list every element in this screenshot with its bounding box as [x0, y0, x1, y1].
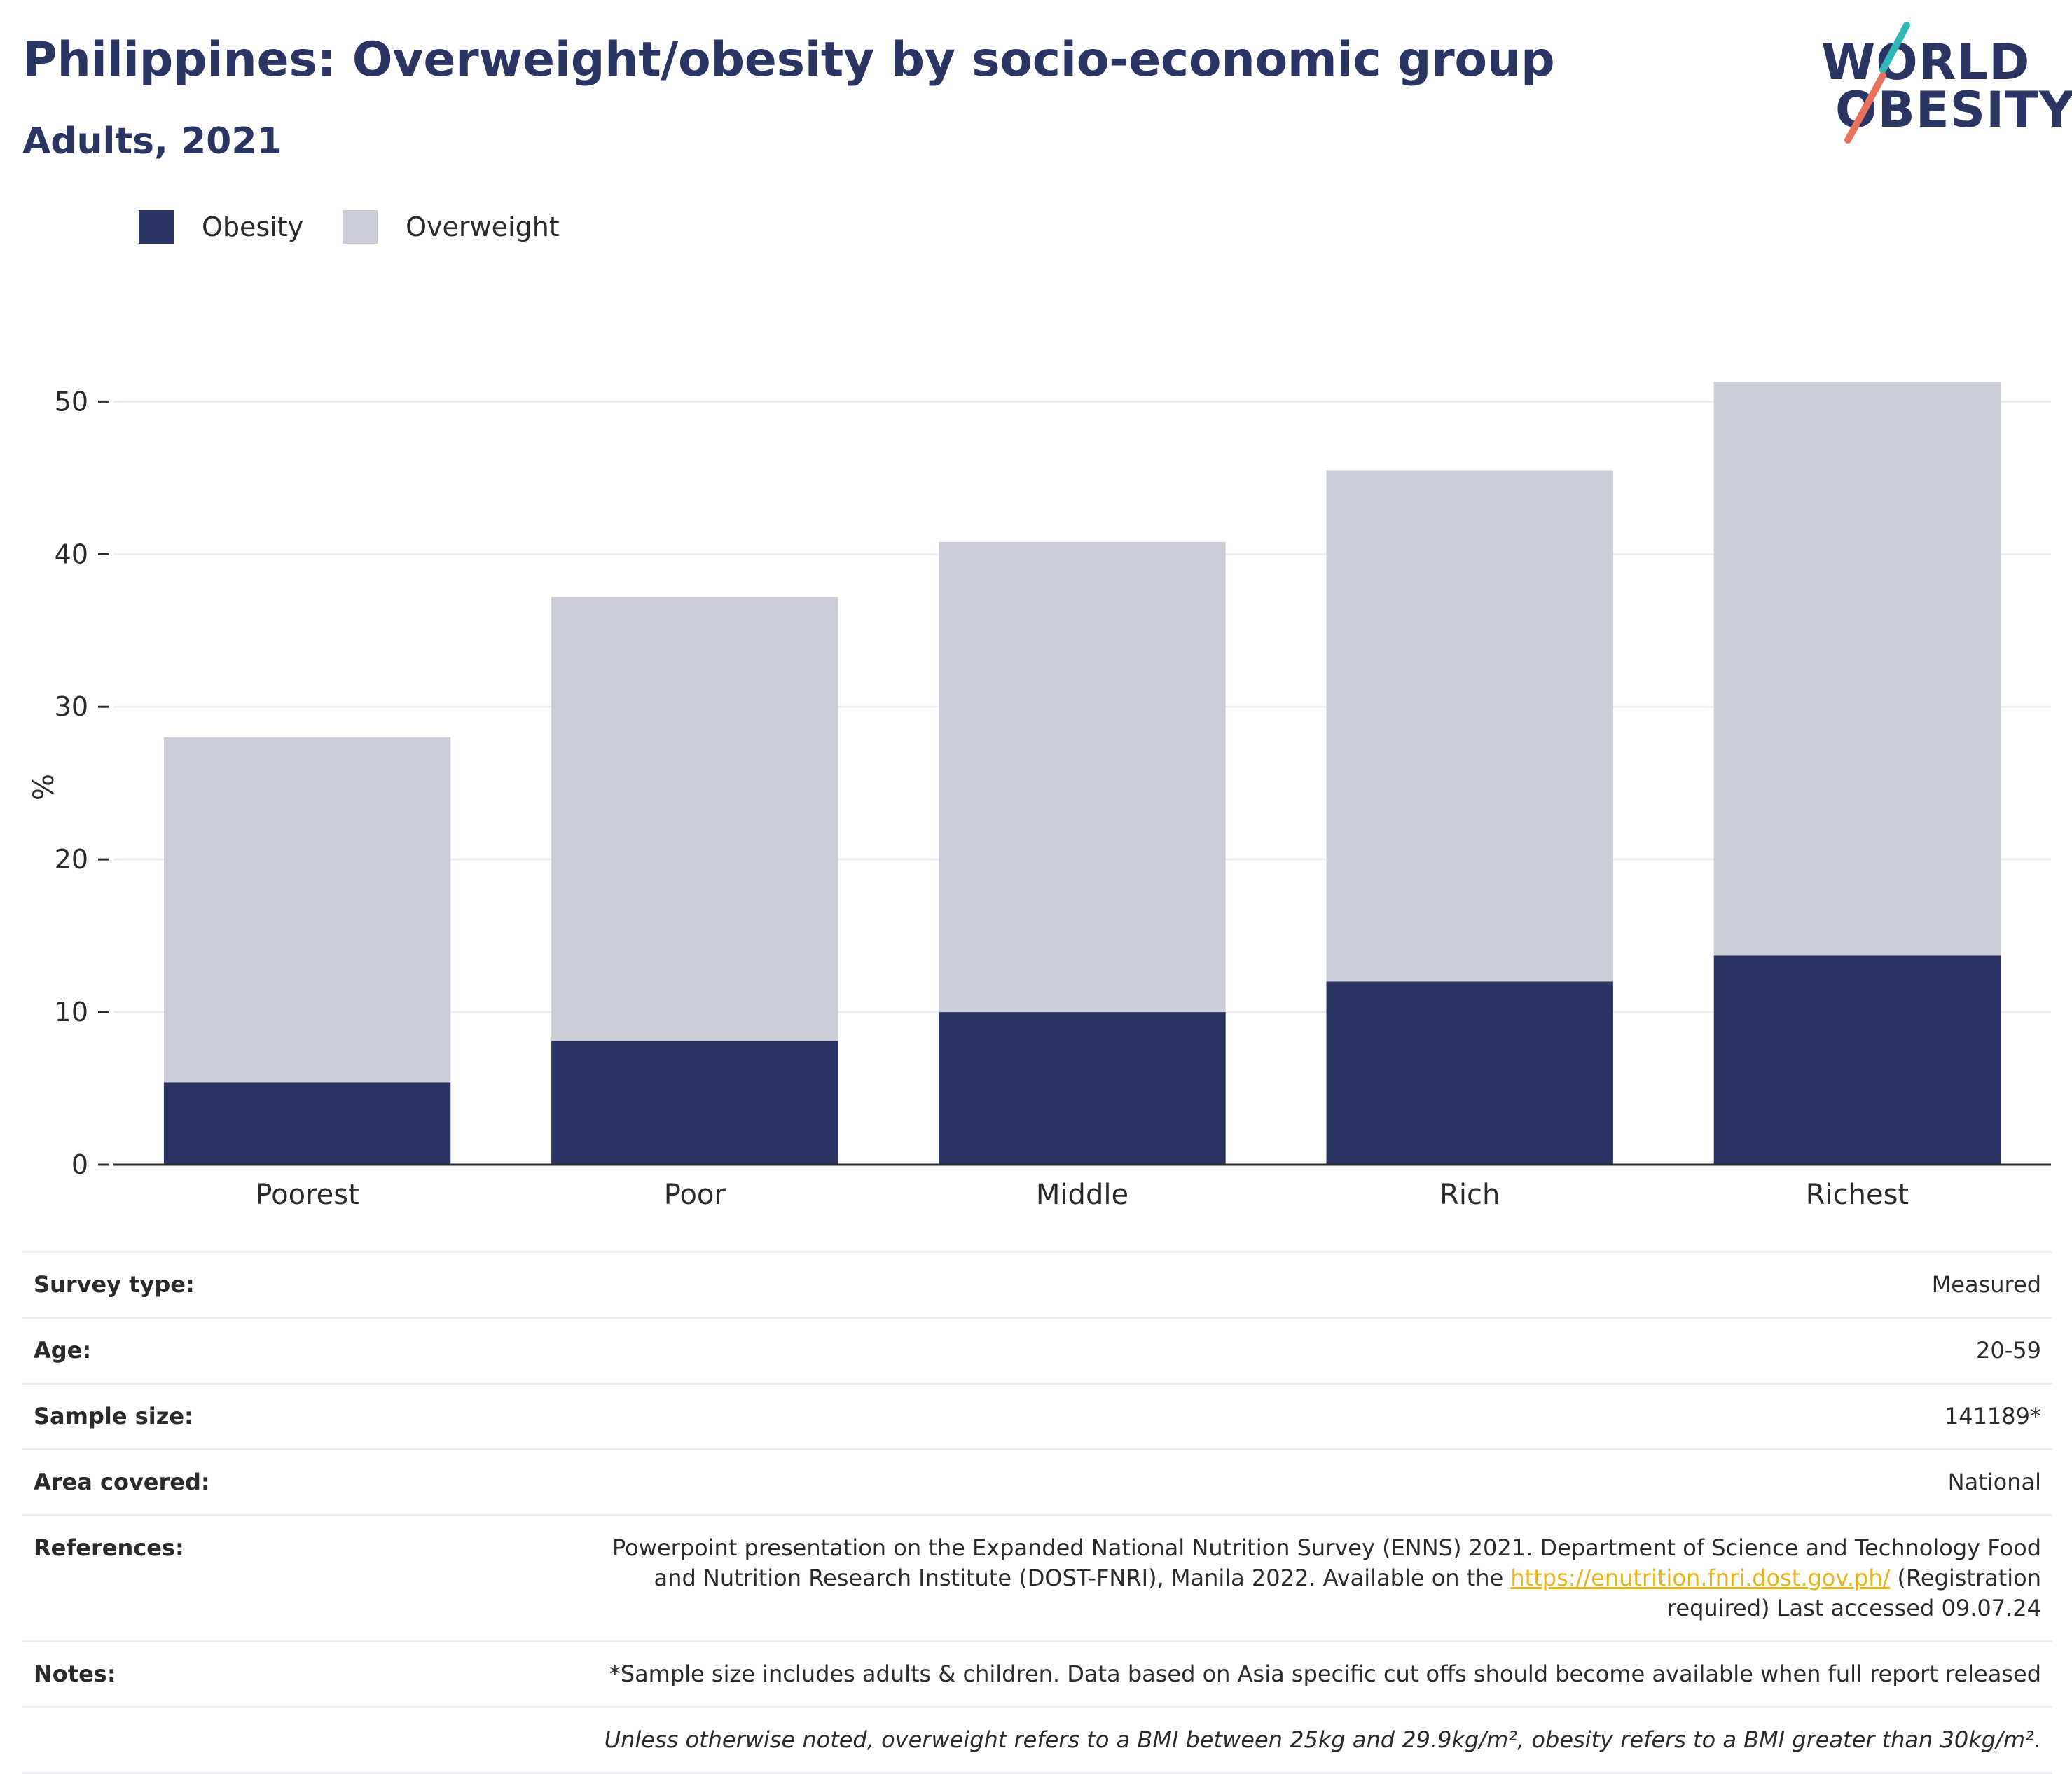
legend-swatch-obesity: [139, 210, 174, 244]
bar-overweight-middle: [939, 541, 1226, 1013]
chart-subtitle: Adults, 2021: [22, 120, 282, 162]
bar-overweight-poorest: [163, 737, 451, 1083]
references-link[interactable]: https://enutrition.fnri.dost.gov.ph/: [1510, 1565, 1891, 1591]
y-tick-label: 20: [55, 844, 88, 875]
info-row-area-covered: Area covered: National: [22, 1448, 2052, 1514]
x-tick-label: Poor: [664, 1179, 726, 1211]
legend-swatch-overweight: [343, 210, 378, 244]
bar-obesity-poor: [551, 1041, 838, 1165]
bar-obesity-middle: [939, 1012, 1226, 1165]
logo-slash-icon: [1844, 22, 1910, 144]
area-covered-value: National: [1947, 1469, 2041, 1495]
info-row-survey-type: Survey type: Measured: [22, 1251, 2052, 1317]
legend-item-obesity[interactable]: Obesity: [139, 210, 303, 244]
y-axis-label: %: [28, 774, 60, 801]
info-row-references: References: Powerpoint presentation on t…: [22, 1514, 2052, 1640]
x-tick-label: Middle: [1036, 1179, 1128, 1211]
bar-overweight-poor: [551, 597, 838, 1041]
bar-obesity-rich: [1326, 981, 1613, 1165]
y-tick-label: 30: [55, 691, 88, 722]
x-tick-label: Richest: [1806, 1179, 1909, 1211]
y-tick-label: 50: [55, 386, 88, 417]
age-label: Age:: [34, 1337, 92, 1364]
age-value: 20-59: [1976, 1337, 2041, 1364]
survey-info-table: Survey type: Measured Age: 20-59 Sample …: [22, 1251, 2052, 1774]
y-tick-label: 40: [55, 539, 88, 569]
references-label: References:: [34, 1534, 184, 1561]
info-row-definition: Unless otherwise noted, overweight refer…: [22, 1706, 2052, 1774]
bar-overweight-rich: [1326, 470, 1613, 982]
bar-obesity-richest: [1713, 955, 2001, 1165]
bar-obesity-poorest: [163, 1082, 451, 1165]
sample-size-label: Sample size:: [34, 1403, 193, 1429]
references-text-after: (Registration required) Last accessed 09…: [1666, 1565, 2041, 1621]
notes-label: Notes:: [34, 1661, 116, 1687]
info-row-notes: Notes: *Sample size includes adults & ch…: [22, 1640, 2052, 1706]
x-tick-label: Rich: [1439, 1179, 1500, 1211]
stacked-bar-chart: 0 10 20 30 40 50% Poorest Poor Middle Rich Richest: [28, 382, 2051, 1211]
y-tick-label: 0: [71, 1149, 88, 1180]
area-covered-label: Area covered:: [34, 1469, 210, 1495]
info-row-sample-size: Sample size: 141189*: [22, 1383, 2052, 1448]
info-row-age: Age: 20-59: [22, 1317, 2052, 1383]
world-obesity-logo: WORLD OBESITY: [1821, 20, 2072, 153]
references-text-before: Powerpoint presentation on the Expanded …: [612, 1534, 2041, 1591]
logo-word-world: WORLD: [1821, 34, 2031, 91]
definition-text: Unless otherwise noted, overweight refer…: [604, 1726, 2041, 1753]
sample-size-value: 141189*: [1944, 1403, 2041, 1429]
survey-type-label: Survey type:: [34, 1271, 195, 1298]
notes-value: *Sample size includes adults & children.…: [609, 1661, 2041, 1687]
references-value: Powerpoint presentation on the Expanded …: [570, 1533, 2041, 1623]
chart-title: Philippines: Overweight/obesity by socio…: [22, 32, 1555, 88]
bar-overweight-richest: [1713, 382, 2001, 956]
chart-legend: Obesity Overweight: [139, 209, 599, 245]
y-tick-label: 10: [55, 997, 88, 1027]
legend-label-obesity: Obesity: [202, 212, 304, 242]
x-tick-label: Poorest: [255, 1179, 359, 1211]
legend-item-overweight[interactable]: Overweight: [343, 210, 560, 244]
legend-label-overweight: Overweight: [406, 212, 560, 242]
survey-type-value: Measured: [1931, 1271, 2041, 1298]
